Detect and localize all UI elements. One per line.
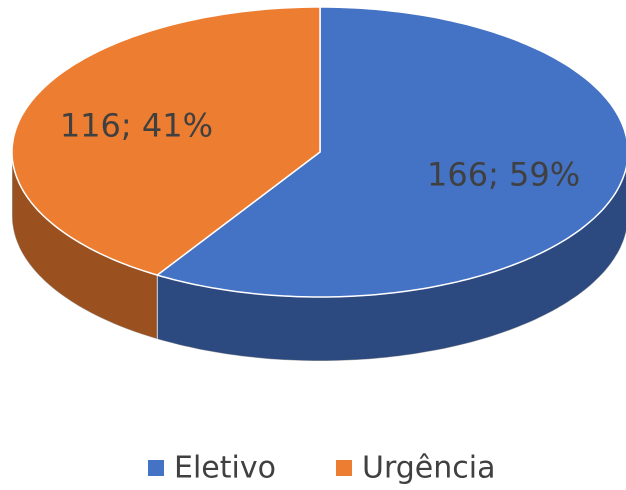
side-shade — [157, 168, 626, 361]
legend-swatch — [148, 460, 164, 476]
data-label: 166; 59% — [427, 156, 580, 194]
legend-swatch — [336, 460, 352, 476]
slice — [155, 6, 626, 298]
legend-label: Eletivo — [174, 451, 276, 486]
slice — [11, 6, 321, 276]
legend-label: Urgência — [362, 451, 496, 486]
data-label: 116; 41% — [60, 106, 213, 144]
